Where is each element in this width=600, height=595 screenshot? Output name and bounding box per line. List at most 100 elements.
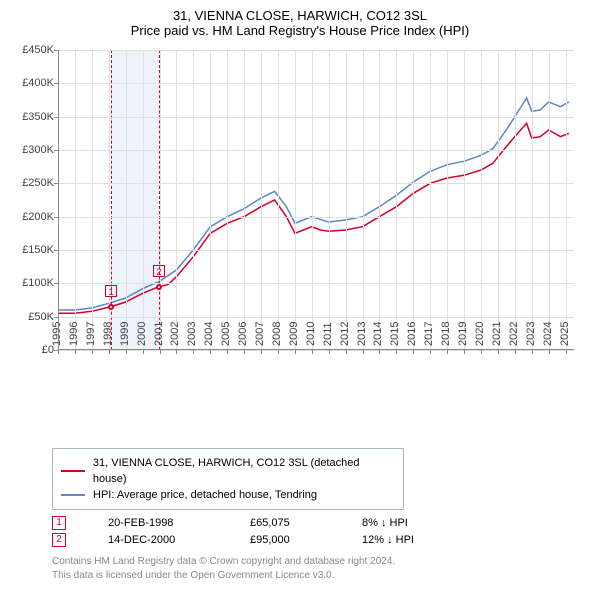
gridline-h [58, 317, 574, 318]
x-tick [176, 350, 177, 354]
sale-pct: 12% ↓ HPI [362, 534, 414, 546]
gridline-v [261, 50, 262, 350]
gridline-v [430, 50, 431, 350]
gridline-v [363, 50, 364, 350]
x-tick-label: 2005 [220, 322, 232, 350]
gridline-v [329, 50, 330, 350]
footer-note: Contains HM Land Registry data © Crown c… [52, 555, 588, 583]
y-tick-label: £200K [22, 211, 58, 223]
legend-label: HPI: Average price, detached house, Tend… [93, 487, 317, 503]
x-tick [160, 350, 161, 354]
gridline-v [464, 50, 465, 350]
x-tick [210, 350, 211, 354]
sale-price: £65,075 [250, 517, 320, 529]
x-tick [261, 350, 262, 354]
gridline-v [176, 50, 177, 350]
x-tick [413, 350, 414, 354]
x-tick [481, 350, 482, 354]
x-tick-label: 1997 [85, 322, 97, 350]
x-tick-label: 2011 [322, 322, 334, 350]
sale-point-label: 1 [105, 285, 117, 297]
x-tick-label: 2006 [237, 322, 249, 350]
y-tick-label: £450K [22, 44, 58, 56]
x-tick-label: 2021 [491, 322, 503, 350]
x-tick [566, 350, 567, 354]
x-tick-label: 2003 [186, 322, 198, 350]
x-tick-label: 2019 [457, 322, 469, 350]
x-tick [92, 350, 93, 354]
gridline-v [143, 50, 144, 350]
x-tick [278, 350, 279, 354]
x-tick-label: 1998 [102, 322, 114, 350]
sale-row: 120-FEB-1998£65,0758% ↓ HPI [52, 516, 588, 530]
chart-container: 31, VIENNA CLOSE, HARWICH, CO12 3SL Pric… [0, 0, 600, 595]
sale-pct: 8% ↓ HPI [362, 517, 408, 529]
x-tick-label: 2001 [153, 322, 165, 350]
gridline-v [210, 50, 211, 350]
gridline-v [92, 50, 93, 350]
sale-point-label: 2 [153, 265, 165, 277]
x-tick [58, 350, 59, 354]
gridline-h [58, 50, 574, 51]
x-tick [515, 350, 516, 354]
gridline-h [58, 150, 574, 151]
x-tick-label: 2010 [305, 322, 317, 350]
series-price_paid [58, 123, 569, 313]
legend-row: HPI: Average price, detached house, Tend… [61, 487, 395, 503]
x-tick-label: 2014 [372, 322, 384, 350]
x-tick-label: 2016 [406, 322, 418, 350]
legend-label: 31, VIENNA CLOSE, HARWICH, CO12 3SL (det… [93, 455, 395, 487]
y-tick-label: £350K [22, 111, 58, 123]
x-tick [532, 350, 533, 354]
x-tick-label: 2004 [203, 322, 215, 350]
x-tick-label: 2023 [525, 322, 537, 350]
sales-block: 120-FEB-1998£65,0758% ↓ HPI214-DEC-2000£… [12, 516, 588, 547]
gridline-h [58, 83, 574, 84]
gridline-v [515, 50, 516, 350]
sale-row: 214-DEC-2000£95,00012% ↓ HPI [52, 533, 588, 547]
x-tick-label: 2018 [440, 322, 452, 350]
chart-area: £0£50K£100K£150K£200K£250K£300K£350K£400… [12, 44, 588, 404]
y-tick-label: £150K [22, 244, 58, 256]
gridline-v [193, 50, 194, 350]
gridline-v [498, 50, 499, 350]
x-tick-label: 1996 [68, 322, 80, 350]
y-tick-label: £400K [22, 77, 58, 89]
x-tick [244, 350, 245, 354]
legend-swatch [61, 470, 85, 472]
gridline-v [413, 50, 414, 350]
sale-marker: 1 [52, 516, 66, 530]
gridline-v [160, 50, 161, 350]
gridline-h [58, 250, 574, 251]
x-tick [363, 350, 364, 354]
x-tick [379, 350, 380, 354]
gridline-h [58, 217, 574, 218]
gridline-v [532, 50, 533, 350]
gridline-v [346, 50, 347, 350]
x-tick-label: 2002 [169, 322, 181, 350]
x-tick-label: 2000 [136, 322, 148, 350]
gridline-h [58, 350, 574, 351]
series-hpi [58, 98, 569, 310]
x-tick-label: 2007 [254, 322, 266, 350]
gridline-v [278, 50, 279, 350]
y-tick-label: £300K [22, 144, 58, 156]
gridline-v [75, 50, 76, 350]
gridline-v [295, 50, 296, 350]
x-tick-label: 2012 [339, 322, 351, 350]
gridline-v [481, 50, 482, 350]
gridline-v [396, 50, 397, 350]
x-tick-label: 2017 [423, 322, 435, 350]
gridline-v [549, 50, 550, 350]
x-tick [312, 350, 313, 354]
x-tick [109, 350, 110, 354]
axis-line [58, 50, 59, 350]
plot-area: £0£50K£100K£150K£200K£250K£300K£350K£400… [58, 50, 574, 350]
chart-title: 31, VIENNA CLOSE, HARWICH, CO12 3SL [12, 8, 588, 23]
gridline-v [126, 50, 127, 350]
gridline-v [379, 50, 380, 350]
x-tick [193, 350, 194, 354]
x-tick-label: 1995 [51, 322, 63, 350]
x-tick [498, 350, 499, 354]
x-tick [464, 350, 465, 354]
